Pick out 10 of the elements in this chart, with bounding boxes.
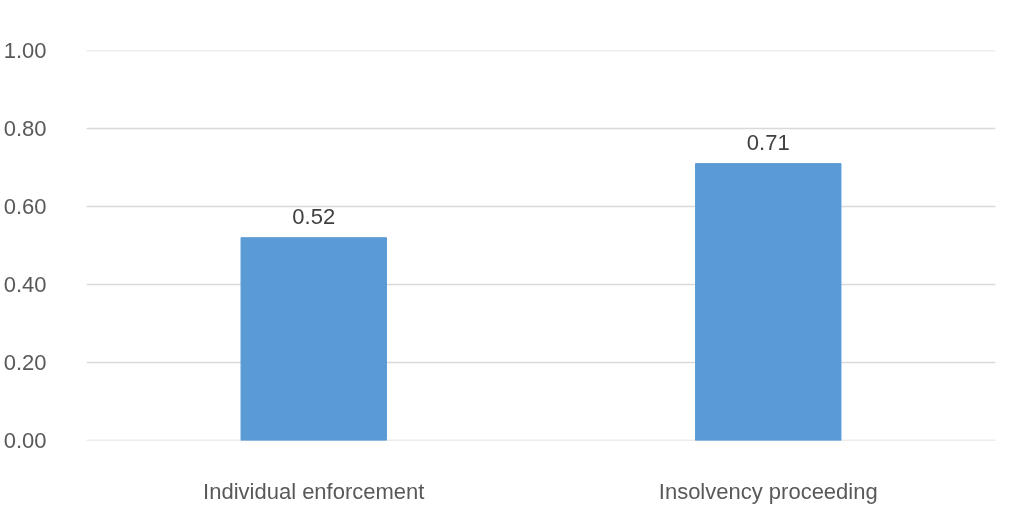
y-tick-label: 0.20 [3,350,47,375]
data-label: 0.71 [746,129,790,155]
y-tick-label: 0.80 [3,116,47,141]
x-tick-label: Individual enforcement [203,478,425,504]
x-tick-label: Insolvency proceeding [658,478,878,504]
y-tick-label: 0.00 [3,428,47,453]
data-label: 0.52 [292,204,336,230]
y-tick-label: 0.40 [3,272,47,297]
y-tick-label: 1.00 [3,38,47,63]
y-tick-label: 0.60 [3,194,47,219]
